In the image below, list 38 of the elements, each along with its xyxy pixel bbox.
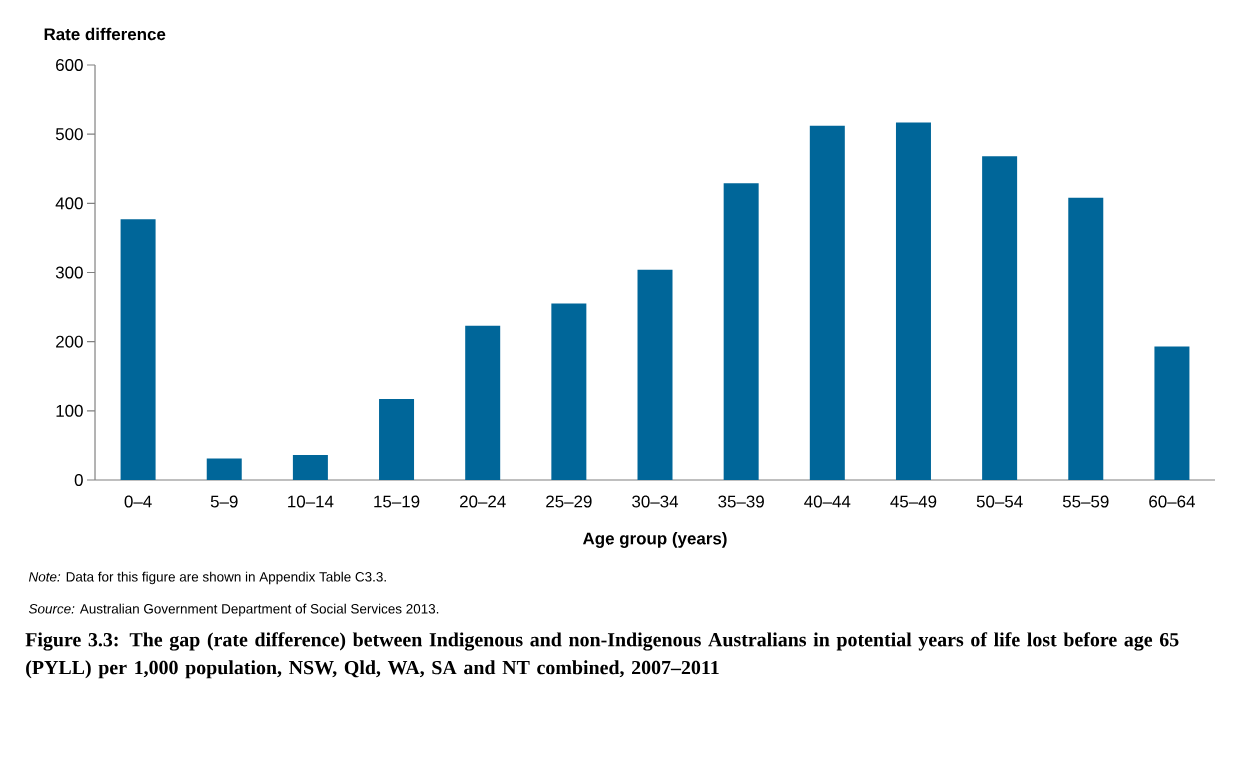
- x-tick-label: 20–24: [460, 495, 506, 508]
- x-axis-title: Age group (years): [582, 532, 727, 548]
- y-axis-title: Rate difference: [44, 27, 166, 41]
- x-tick-label: 55–59: [1062, 495, 1109, 508]
- x-tick-label: 0–4: [124, 495, 152, 508]
- bar: [292, 455, 328, 480]
- bar: [1154, 346, 1190, 480]
- bar: [982, 156, 1018, 480]
- text: Figure 3.3: The gap (rate difference) between Indigenous and non-Indigenous Australians in potential years of life lost before age 65 (PYLL) per 1,000 population, NSW, Qld, WA, SA and NT combined, 2007–2011: [25, 632, 1179, 679]
- bar: [120, 219, 156, 480]
- x-tick-label: 50–54: [976, 495, 1023, 508]
- bar: [895, 122, 931, 480]
- y-tick-label: 0: [74, 473, 83, 486]
- y-tick-label: 600: [56, 58, 83, 71]
- bar: [1068, 197, 1104, 480]
- x-tick-label: 25–29: [546, 495, 592, 508]
- x-tick-label: 10–14: [288, 495, 334, 508]
- y-tick-label: 100: [56, 404, 83, 417]
- x-tick-label: 5–9: [210, 495, 238, 508]
- x-tick-label: 35–39: [718, 495, 764, 508]
- y-tick-label: 500: [55, 128, 83, 141]
- text: Note: Data for this figure are shown in Appendix Table C3.3.: [28, 571, 386, 585]
- y-tick-label: 400: [55, 197, 83, 210]
- y-tick-label: 200: [56, 335, 83, 348]
- bar: [465, 325, 501, 480]
- bar: [637, 269, 673, 480]
- bar: [551, 303, 587, 480]
- x-tick-label: 45–49: [890, 495, 937, 508]
- x-tick-label: 15–19: [374, 495, 420, 508]
- x-tick-label: 30–34: [632, 495, 679, 508]
- text: Source: Australian Government Department of Social Services 2013.: [28, 603, 439, 617]
- y-tick-label: 300: [55, 266, 83, 279]
- bar: [206, 458, 242, 480]
- x-tick-label: 40–44: [804, 495, 851, 508]
- x-tick-label: 60–64: [1149, 495, 1195, 508]
- bar: [379, 399, 415, 480]
- bar: [723, 183, 759, 480]
- bar: [809, 125, 845, 480]
